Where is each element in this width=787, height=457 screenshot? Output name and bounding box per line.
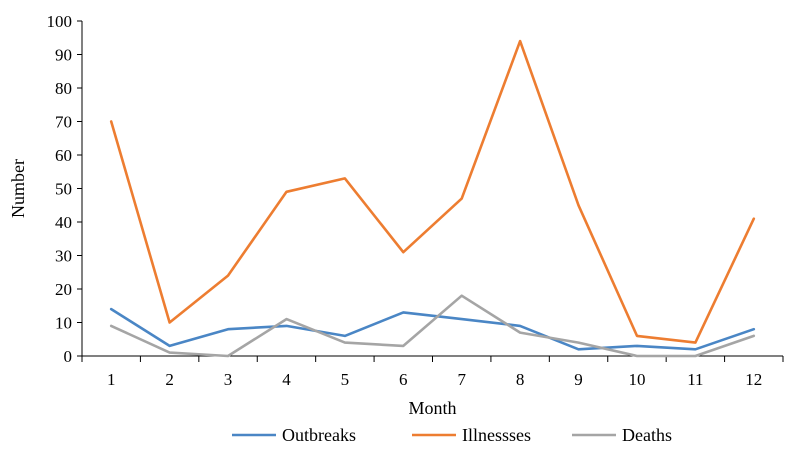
y-tick-label: 40 (55, 213, 72, 232)
y-tick-label: 100 (47, 12, 73, 31)
y-tick-label: 80 (55, 79, 72, 98)
x-tick-label: 11 (687, 370, 703, 389)
x-tick-label: 1 (107, 370, 116, 389)
y-tick-label: 10 (55, 314, 72, 333)
legend: Outbreaks Illnessses Deaths (232, 425, 672, 445)
y-tick-label: 90 (55, 46, 72, 65)
y-tick-label: 0 (64, 347, 73, 366)
y-tick-label: 60 (55, 146, 72, 165)
y-tick-label: 30 (55, 247, 72, 266)
x-tick-label: 5 (341, 370, 350, 389)
x-axis-title: Month (408, 398, 456, 418)
series-line-deaths (109, 294, 756, 358)
y-tick-label: 70 (55, 113, 72, 132)
legend-label-deaths: Deaths (622, 425, 672, 445)
legend-label-illnessses: Illnessses (462, 425, 531, 445)
x-tick-label: 12 (745, 370, 762, 389)
x-tick-label: 6 (399, 370, 408, 389)
series-line-outbreaks (109, 307, 756, 351)
x-tick-label: 10 (628, 370, 645, 389)
x-tick-label: 9 (574, 370, 583, 389)
y-tick-label: 50 (55, 180, 72, 199)
y-axis-title: Number (8, 159, 28, 218)
x-tick-label: 8 (516, 370, 525, 389)
x-tick-label: 3 (224, 370, 233, 389)
x-tick-label: 2 (165, 370, 174, 389)
y-tick-label: 20 (55, 280, 72, 299)
x-tick-label: 7 (457, 370, 466, 389)
x-tick-label: 4 (282, 370, 291, 389)
series-line-illnessses (109, 39, 756, 344)
series-group (109, 39, 756, 358)
legend-label-outbreaks: Outbreaks (282, 425, 356, 445)
